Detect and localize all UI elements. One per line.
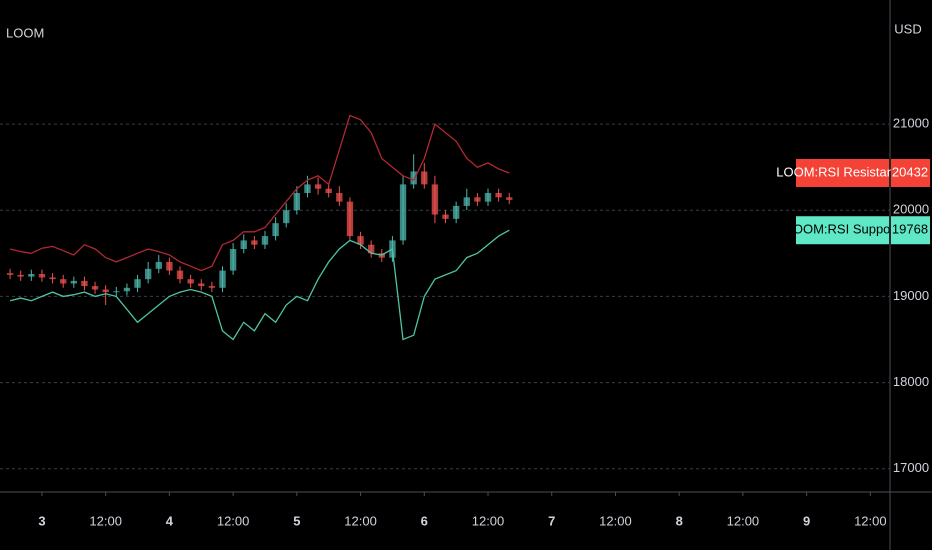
candle-body xyxy=(102,289,109,293)
candle-body xyxy=(187,279,194,284)
candle-body xyxy=(144,268,152,280)
x-tick-label: 12:00 xyxy=(599,513,632,528)
candle-body xyxy=(113,291,120,293)
series-label: LOOM:RSI Resistance xyxy=(776,164,908,179)
candle-body xyxy=(81,280,88,287)
candle-body xyxy=(272,223,279,237)
candle-body xyxy=(399,184,407,241)
candle-body xyxy=(452,205,460,219)
price-label: 19768 xyxy=(892,222,928,237)
candle-body xyxy=(17,274,24,277)
price-label-box xyxy=(891,216,930,245)
series-label-box xyxy=(796,216,889,245)
candle-body xyxy=(495,193,502,198)
candle-body xyxy=(484,193,492,202)
candle-body xyxy=(155,261,162,269)
candle-body xyxy=(198,283,205,287)
x-tick-label: 12:00 xyxy=(344,513,377,528)
y-tick-label: 18000 xyxy=(893,374,929,389)
candle-body xyxy=(208,286,216,288)
candle-body xyxy=(91,286,99,290)
candle-body xyxy=(70,280,77,284)
candle-body xyxy=(357,236,364,245)
series-label-box xyxy=(796,159,889,188)
candle-body xyxy=(346,201,354,237)
candle-body xyxy=(38,274,46,278)
x-tick-label: 12:00 xyxy=(727,513,760,528)
y-tick-label: 21000 xyxy=(893,116,929,131)
candle-body xyxy=(28,274,35,277)
x-tick-label: 9 xyxy=(803,513,810,528)
candle-body xyxy=(304,184,311,194)
candle-body xyxy=(410,171,417,185)
currency-label: USD xyxy=(894,21,921,36)
y-tick-label: 19000 xyxy=(893,288,929,303)
candle-body xyxy=(474,197,481,202)
price-label-box xyxy=(891,159,930,188)
x-tick-label: 12:00 xyxy=(217,513,250,528)
candle-body xyxy=(442,214,449,219)
candle-body xyxy=(240,240,247,250)
candle-body xyxy=(6,273,14,275)
candle-body xyxy=(261,236,269,245)
candle-body xyxy=(166,261,173,271)
candle-body xyxy=(251,240,258,245)
candle-body xyxy=(219,270,226,288)
x-tick-label: 12:00 xyxy=(472,513,505,528)
candle-body xyxy=(293,193,301,211)
series-label: LOOM:RSI Support xyxy=(786,222,899,237)
candle-body xyxy=(506,197,513,200)
candle-body xyxy=(421,171,428,185)
x-tick-label: 12:00 xyxy=(854,513,887,528)
indicator-line xyxy=(9,114,510,272)
indicator-line xyxy=(9,229,510,341)
x-tick-label: 12:00 xyxy=(89,513,122,528)
x-tick-label: 6 xyxy=(421,513,428,528)
candle-body xyxy=(134,279,141,288)
x-tick-label: 8 xyxy=(676,513,683,528)
candle-body xyxy=(431,184,439,215)
candle-body xyxy=(176,270,184,280)
x-tick-label: 3 xyxy=(38,513,45,528)
candle-body xyxy=(463,197,470,206)
candle-body xyxy=(368,244,375,254)
candle-body xyxy=(49,277,56,280)
candle-body xyxy=(325,188,332,194)
y-tick-label: 20000 xyxy=(893,202,929,217)
x-tick-label: 7 xyxy=(548,513,555,528)
candle-body xyxy=(314,184,322,189)
candle-body xyxy=(336,193,343,202)
x-tick-label: 4 xyxy=(166,513,174,528)
symbol-label: LOOM xyxy=(6,25,44,40)
candle-body xyxy=(229,249,237,271)
candle-body xyxy=(60,279,67,284)
y-tick-label: 17000 xyxy=(893,460,929,475)
candle-body xyxy=(123,287,131,292)
x-tick-label: 5 xyxy=(293,513,300,528)
price-label: 20432 xyxy=(892,164,928,179)
candle-body xyxy=(283,210,290,224)
